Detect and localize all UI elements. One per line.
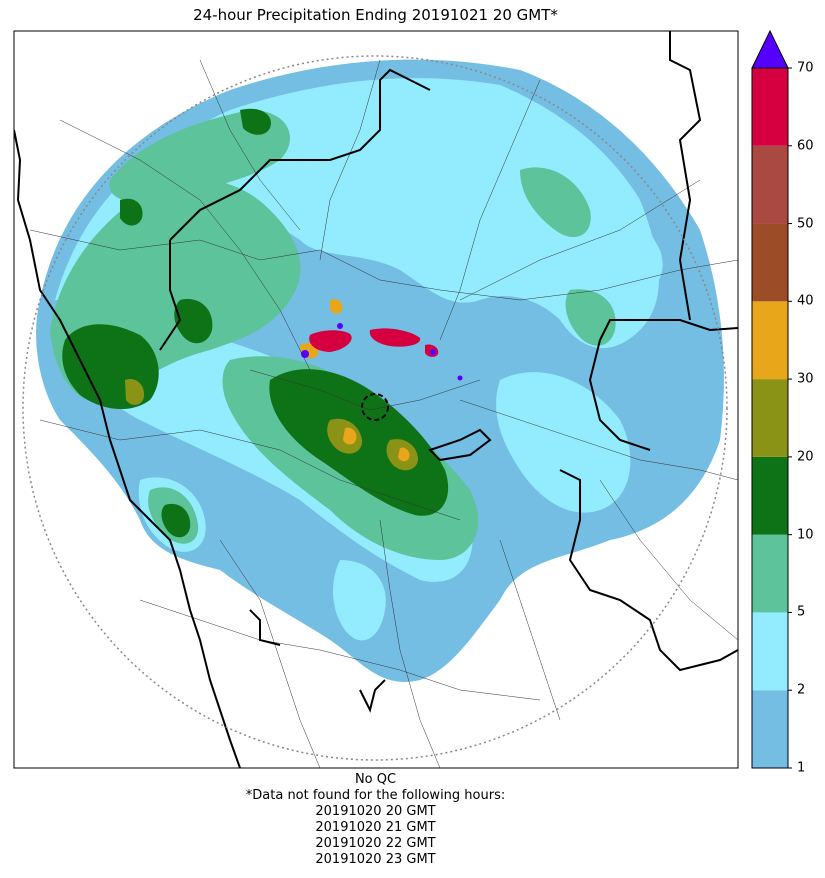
missing-data-header: *Data not found for the following hours: — [245, 788, 506, 803]
colorbar-tick-label: 10 — [797, 527, 814, 543]
colorbar-over-arrow — [751, 29, 789, 69]
colorbar-segment-30-40 — [752, 301, 788, 380]
missing-hour-3: 20191020 22 GMT — [315, 836, 436, 851]
colorbar — [751, 29, 792, 769]
colorbar-tick-label: 5 — [797, 604, 806, 620]
colorbar-tick-label: 1 — [797, 760, 806, 776]
colorbar-tick-label: 60 — [797, 138, 814, 154]
map-title: 24-hour Precipitation Ending 20191021 20… — [193, 6, 558, 24]
colorbar-segment-10-20 — [752, 456, 788, 535]
colorbar-segment-40-50 — [752, 223, 788, 302]
colorbar-segment-50-60 — [752, 145, 788, 224]
colorbar-segment-20-30 — [752, 379, 788, 457]
colorbar-border — [751, 67, 789, 769]
colorbar-tick-label: 20 — [797, 449, 814, 465]
radar-site-marker — [361, 393, 389, 421]
colorbar-tick-label: 40 — [797, 293, 814, 309]
colorbar-segment-60-70 — [752, 68, 788, 146]
qc-note: No QC — [354, 772, 397, 787]
colorbar-segment-2-5 — [752, 612, 788, 691]
colorbar-tick-label: 50 — [797, 216, 814, 232]
colorbar-tick-label: 30 — [797, 371, 814, 387]
radar-range-ring — [22, 55, 728, 761]
state-boundaries — [14, 31, 738, 768]
colorbar-segment-1-2 — [752, 690, 788, 768]
precip-60-70mm — [309, 328, 439, 357]
colorbar-tick-label: 2 — [797, 682, 806, 698]
missing-hour-4: 20191020 23 GMT — [315, 852, 436, 867]
district-boundaries — [29, 59, 738, 768]
precip-over-70mm — [301, 323, 463, 381]
missing-hour-1: 20191020 20 GMT — [315, 804, 436, 819]
footer-notes: No QC *Data not found for the following … — [0, 772, 751, 868]
missing-hour-2: 20191020 21 GMT — [315, 820, 436, 835]
colorbar-segment-5-10 — [752, 534, 788, 613]
colorbar-tick-label: 70 — [797, 60, 814, 76]
